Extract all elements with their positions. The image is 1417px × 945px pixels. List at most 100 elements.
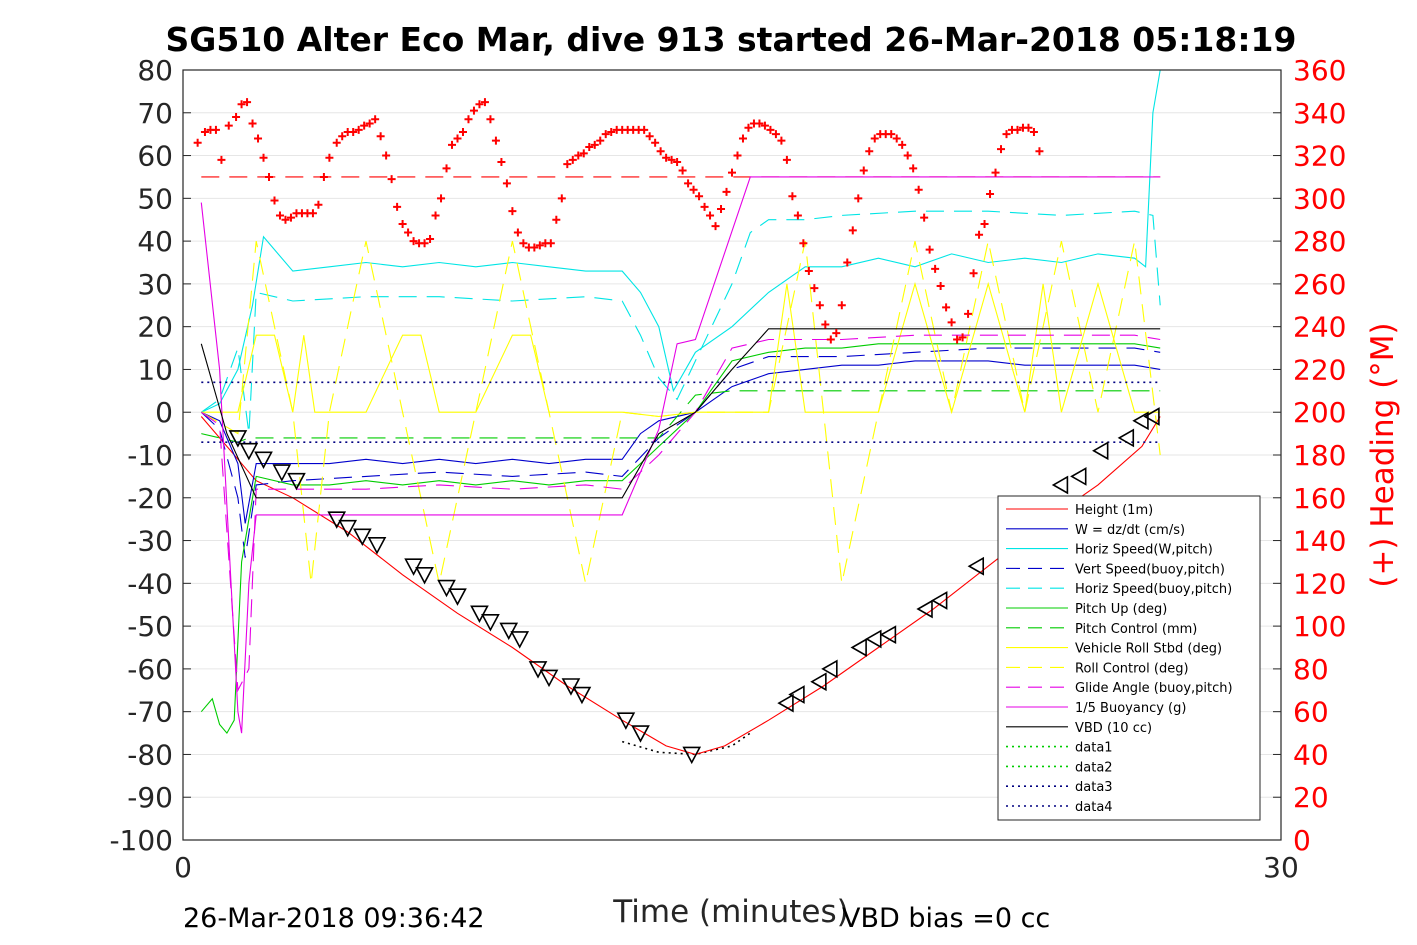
series-line-6 <box>201 390 1161 443</box>
heading-point <box>925 245 934 254</box>
heading-point <box>744 123 753 132</box>
heading-point <box>409 237 418 246</box>
heading-point <box>843 258 852 267</box>
depth-marker <box>353 528 372 546</box>
y-tick-label: -40 <box>127 567 173 600</box>
heading-point <box>319 172 328 181</box>
right-tick-label: 320 <box>1293 140 1346 173</box>
heading-point <box>640 125 649 134</box>
legend-label: Vert Speed(buoy,pitch) <box>1075 562 1225 577</box>
y-tick-label: -80 <box>127 738 173 771</box>
depth-marker <box>338 519 358 538</box>
series-line-1 <box>201 360 1161 524</box>
heading-point <box>678 166 687 175</box>
y-tick-label: 80 <box>137 54 173 87</box>
legend-label: data3 <box>1075 780 1113 795</box>
heading-point <box>1035 147 1044 156</box>
right-tick-label: 220 <box>1293 353 1346 386</box>
depth-marker <box>539 669 559 688</box>
series-line-11 <box>200 328 1161 499</box>
right-tick-label: 100 <box>1293 610 1346 643</box>
heading-point <box>398 220 407 228</box>
heading-point <box>590 140 599 149</box>
depth-marker <box>254 451 273 469</box>
heading-point <box>920 213 929 222</box>
heading-point <box>651 138 660 147</box>
depth-marker <box>821 659 838 679</box>
heading-point <box>519 239 528 248</box>
heading-point <box>338 132 347 141</box>
heading-point <box>706 211 715 220</box>
depth-markers <box>228 407 1160 765</box>
heading-point <box>695 192 704 201</box>
heading-point <box>760 121 769 130</box>
heading-point <box>237 100 246 109</box>
heading-point <box>969 269 978 278</box>
heading-point <box>788 192 797 201</box>
depth-marker <box>1132 411 1149 431</box>
heading-point <box>975 230 984 239</box>
legend-label: data2 <box>1075 760 1113 775</box>
depth-marker <box>1051 475 1069 495</box>
heading-point <box>270 196 279 205</box>
heading-point <box>574 151 583 160</box>
heading-point <box>365 119 374 128</box>
heading-point <box>314 200 323 209</box>
heading-point <box>909 164 918 173</box>
y-tick-label: 10 <box>137 353 173 386</box>
heading-point <box>848 226 857 235</box>
x-axis-label: Time (minutes) <box>612 894 848 930</box>
heading-point <box>387 175 396 184</box>
right-tick-label: 60 <box>1293 696 1329 729</box>
depth-marker <box>850 638 867 657</box>
heading-point <box>393 202 402 211</box>
heading-point <box>211 125 220 134</box>
legend-label: data4 <box>1075 800 1113 815</box>
heading-point <box>700 202 709 211</box>
depth-marker <box>528 661 548 679</box>
heading-point <box>259 153 268 162</box>
series-group <box>200 69 1161 756</box>
series-line-10 <box>200 176 1161 734</box>
legend-label: Pitch Control (mm) <box>1075 622 1197 637</box>
heading-point <box>771 130 780 139</box>
heading-point <box>480 98 489 107</box>
heading-point <box>903 151 912 160</box>
heading-point <box>728 168 736 177</box>
heading-point <box>426 234 435 243</box>
y-tick-label: 30 <box>137 268 173 301</box>
heading-point <box>502 179 511 188</box>
heading-point <box>793 211 802 220</box>
depth-marker <box>561 678 581 696</box>
heading-point <box>810 284 819 293</box>
heading-point <box>711 222 720 231</box>
legend-label: Horiz Speed(W,pitch) <box>1075 543 1213 558</box>
legend-label: data1 <box>1075 741 1113 756</box>
depth-marker <box>616 712 636 730</box>
heading-point <box>656 147 665 156</box>
depth-marker <box>916 599 933 619</box>
heading-point <box>585 143 594 151</box>
depth-marker <box>448 588 467 606</box>
heading-point <box>936 282 945 291</box>
x-tick-label: 0 <box>174 851 192 884</box>
heading-point <box>865 147 874 156</box>
heading-point <box>673 157 682 166</box>
series-line-7 <box>201 281 1161 418</box>
footer-vbd-bias: VBD bias =0 cc <box>842 903 1050 934</box>
depth-marker <box>777 693 794 713</box>
chart-title: SG510 Alter Eco Mar, dive 913 started 26… <box>166 20 1297 59</box>
depth-marker <box>1070 467 1087 486</box>
heading-point <box>717 205 726 214</box>
heading-point <box>887 130 896 139</box>
right-tick-label: 340 <box>1293 97 1346 130</box>
heading-point <box>217 155 226 164</box>
depth-marker <box>788 685 805 704</box>
y-tick-label: -20 <box>127 482 173 515</box>
heading-point <box>931 264 940 273</box>
heading-point <box>437 194 446 203</box>
depth-marker <box>1143 407 1160 426</box>
x-axis-ticks: 0 30 <box>174 832 1299 884</box>
heading-point <box>914 185 923 194</box>
right-tick-label: 40 <box>1293 738 1329 771</box>
